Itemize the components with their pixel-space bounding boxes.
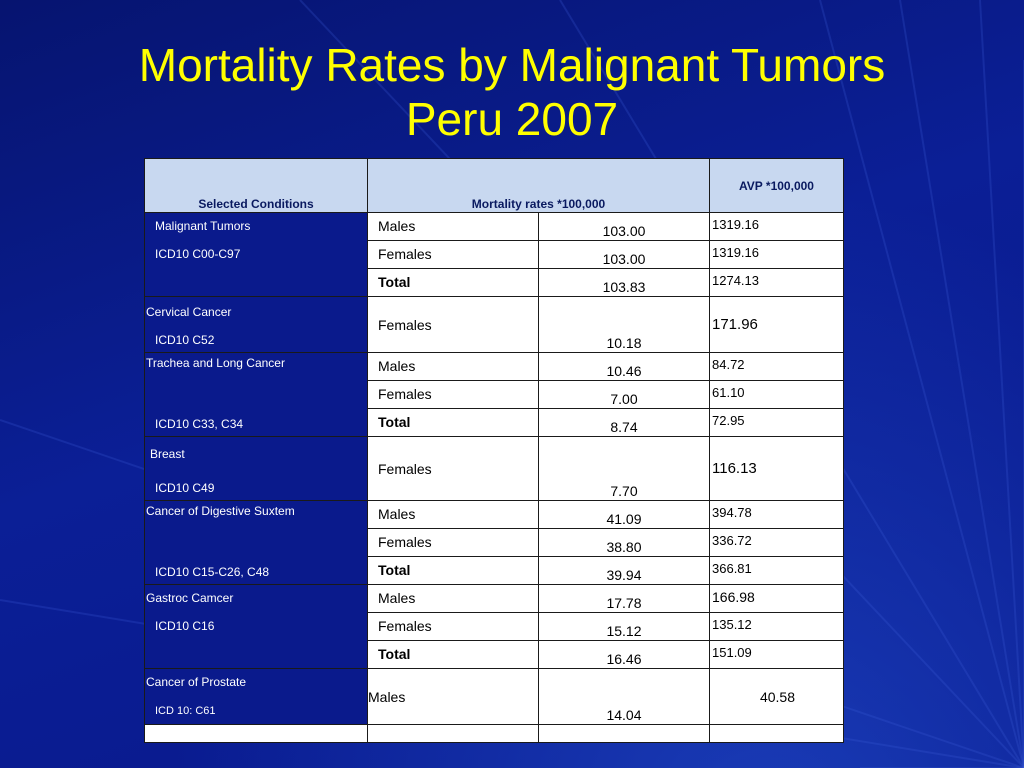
avp-cell: 336.72 — [709, 528, 844, 557]
rate-cell: 7.70 — [538, 436, 710, 501]
rate-cell: 14.04 — [538, 668, 710, 725]
sex-cell: Females — [367, 240, 539, 269]
mortality-table: Selected Conditions Mortality rates *100… — [144, 158, 844, 743]
condition-name: Gastroc Camcer — [146, 591, 234, 605]
table-row: Breast ICD10 C49 Females 7.70 116.13 — [144, 436, 844, 501]
condition-name: Trachea and Long Cancer — [146, 356, 285, 370]
rate-cell: 16.46 — [538, 640, 710, 669]
avp-cell: 1319.16 — [709, 212, 844, 241]
condition-code: ICD10 C52 — [155, 333, 215, 347]
mortality-table-container: Selected Conditions Mortality rates *100… — [144, 158, 844, 743]
condition-name: Malignant Tumors — [155, 219, 251, 233]
condition-name: Cancer of Prostate — [146, 675, 247, 689]
empty-cell — [709, 724, 844, 743]
avp-cell: 166.98 — [709, 584, 844, 613]
table-row: Total 16.46 151.09 — [145, 640, 844, 669]
sex-cell: Males — [367, 668, 539, 725]
condition-code: ICD10 C00-C97 — [155, 247, 241, 261]
condition-cell: Breast ICD10 C49 — [144, 436, 368, 501]
header-row: Selected Conditions Mortality rates *100… — [144, 158, 844, 213]
rate-cell: 10.46 — [538, 352, 710, 381]
condition-code: ICD10 C33, C34 — [155, 417, 244, 431]
sex-cell: Females — [367, 436, 539, 501]
avp-cell: 40.58 — [709, 668, 844, 725]
condition-code: ICD 10: C61 — [155, 705, 216, 717]
table-row: Females 15.12 135.12 — [145, 612, 844, 641]
rate-cell: 17.78 — [538, 584, 710, 613]
sex-cell: Males — [367, 352, 539, 381]
title-line-2: Peru 2007 — [405, 93, 619, 145]
rate-cell: 7.00 — [538, 380, 710, 409]
avp-cell: 1274.13 — [709, 268, 844, 297]
sex-cell: Total — [367, 408, 539, 437]
sex-cell: Total — [367, 640, 539, 669]
table-row: Malignant Tumors ICD10 C00-C97 Males 103… — [144, 212, 844, 297]
avp-cell: 72.95 — [709, 408, 844, 437]
sex-cell: Total — [367, 556, 539, 585]
avp-cell: 116.13 — [709, 436, 844, 501]
empty-cell — [367, 724, 539, 743]
empty-row — [144, 724, 844, 743]
avp-cell: 171.96 — [709, 296, 844, 353]
table-row: Cancer of Prostate ICD 10: C61 Males 14.… — [144, 668, 844, 725]
table-row: Cervical Cancer ICD10 C52 Females 10.18 … — [144, 296, 844, 353]
rate-cell: 10.18 — [538, 296, 710, 353]
avp-cell: 61.10 — [709, 380, 844, 409]
avp-cell: 135.12 — [709, 612, 844, 641]
avp-cell: 366.81 — [709, 556, 844, 585]
sex-cell: Females — [367, 612, 539, 641]
condition-code: ICD10 C16 — [155, 619, 215, 633]
sex-cell: Females — [367, 296, 539, 353]
condition-name: Breast — [150, 447, 185, 461]
header-avp: AVP *100,000 — [709, 158, 844, 213]
sex-cell: Females — [367, 380, 539, 409]
avp-cell: 394.78 — [709, 500, 844, 529]
table-row: Gastroc Camcer ICD10 C16 Males 17.78 166… — [144, 584, 844, 669]
table-row: Cancer of Digestive Suxtem ICD10 C15-C26… — [144, 500, 844, 585]
avp-cell: 151.09 — [709, 640, 844, 669]
sex-cell: Males — [367, 500, 539, 529]
slide-title: Mortality Rates by Malignant Tumors Peru… — [0, 38, 1024, 146]
condition-code: ICD10 C49 — [155, 481, 215, 495]
rate-cell: 41.09 — [538, 500, 710, 529]
avp-cell: 1319.16 — [709, 240, 844, 269]
condition-cell: Gastroc Camcer ICD10 C16 — [144, 584, 368, 669]
rate-cell: 103.00 — [538, 240, 710, 269]
rate-cell: 15.12 — [538, 612, 710, 641]
sex-cell: Males — [367, 212, 539, 241]
title-line-1: Mortality Rates by Malignant Tumors — [138, 39, 886, 91]
condition-cell: Cancer of Digestive Suxtem ICD10 C15-C26… — [144, 500, 368, 585]
rate-cell: 103.83 — [538, 268, 710, 297]
empty-cell — [144, 724, 368, 743]
rate-cell: 103.00 — [538, 212, 710, 241]
header-selected-conditions: Selected Conditions — [144, 158, 368, 213]
sex-cell: Males — [367, 584, 539, 613]
condition-cell: Malignant Tumors ICD10 C00-C97 — [144, 212, 368, 297]
empty-cell — [538, 724, 710, 743]
condition-cell: Cervical Cancer ICD10 C52 — [144, 296, 368, 353]
sex-cell: Total — [367, 268, 539, 297]
condition-code: ICD10 C15-C26, C48 — [155, 565, 270, 579]
sex-cell: Females — [367, 528, 539, 557]
condition-cell: Cancer of Prostate ICD 10: C61 — [144, 668, 368, 725]
table-row: Trachea and Long Cancer ICD10 C33, C34 M… — [144, 352, 844, 437]
condition-cell: Trachea and Long Cancer ICD10 C33, C34 — [144, 352, 368, 437]
rate-cell: 39.94 — [538, 556, 710, 585]
rate-cell: 8.74 — [538, 408, 710, 437]
condition-name: Cancer of Digestive Suxtem — [146, 504, 295, 518]
rate-cell: 38.80 — [538, 528, 710, 557]
header-mortality-rates: Mortality rates *100,000 — [367, 158, 710, 213]
condition-name: Cervical Cancer — [146, 305, 232, 319]
avp-cell: 84.72 — [709, 352, 844, 381]
table-row: Total 39.94 366.81 — [145, 556, 844, 585]
